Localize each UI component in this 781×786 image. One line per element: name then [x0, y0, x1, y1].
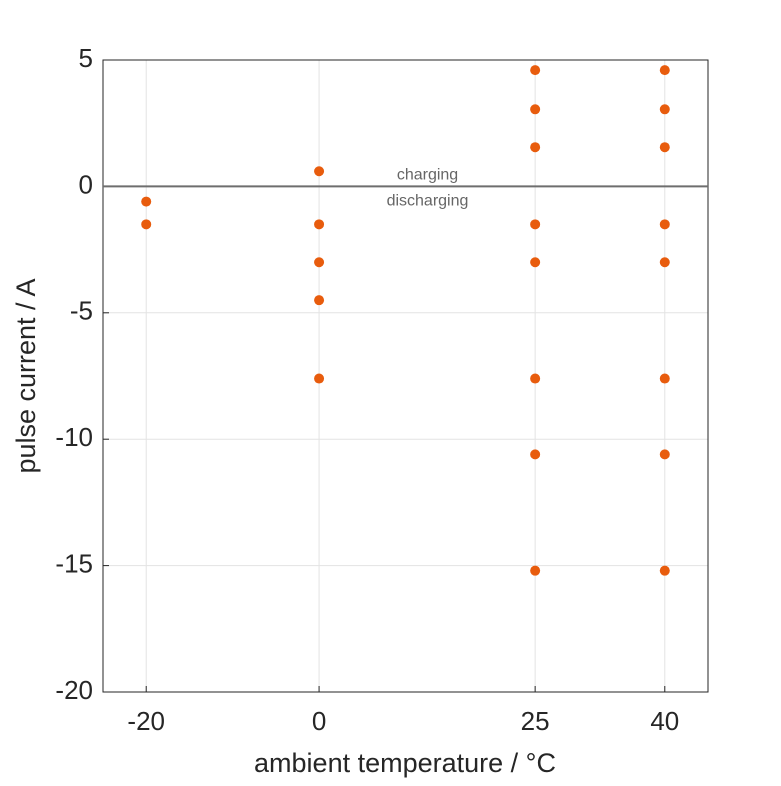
data-point: [530, 449, 541, 460]
data-point: [530, 257, 541, 268]
plot-frame: [102, 59, 709, 693]
x-tick-label: 25: [521, 706, 550, 736]
data-point: [530, 373, 541, 384]
y-tick-label: -5: [70, 296, 93, 326]
data-point: [659, 104, 670, 115]
data-point: [659, 65, 670, 76]
data-point: [314, 166, 325, 177]
data-point: [141, 219, 152, 230]
data-point: [659, 373, 670, 384]
data-point: [530, 65, 541, 76]
annotation: charging: [397, 167, 458, 184]
data-point: [314, 257, 325, 268]
y-tick-label: -20: [55, 675, 93, 705]
annotation: discharging: [387, 193, 469, 210]
data-point: [530, 565, 541, 576]
data-point: [530, 104, 541, 115]
data-point: [314, 295, 325, 306]
data-point: [659, 219, 670, 230]
data-point: [659, 449, 670, 460]
data-point: [141, 196, 152, 207]
data-point: [659, 257, 670, 268]
y-tick-label: 5: [79, 43, 93, 73]
data-point: [314, 373, 325, 384]
data-point: [530, 219, 541, 230]
y-tick-label: -10: [55, 422, 93, 452]
y-tick-label: -15: [55, 548, 93, 578]
y-axis-label: pulse current / A: [11, 278, 41, 473]
data-point: [659, 565, 670, 576]
y-tick-label: 0: [79, 169, 93, 199]
x-tick-label: -20: [127, 706, 165, 736]
data-point: [314, 219, 325, 230]
data-point: [659, 142, 670, 153]
x-axis-label: ambient temperature / °C: [254, 748, 556, 778]
data-point: [530, 142, 541, 153]
x-tick-label: 0: [312, 706, 326, 736]
x-tick-label: 40: [650, 706, 679, 736]
